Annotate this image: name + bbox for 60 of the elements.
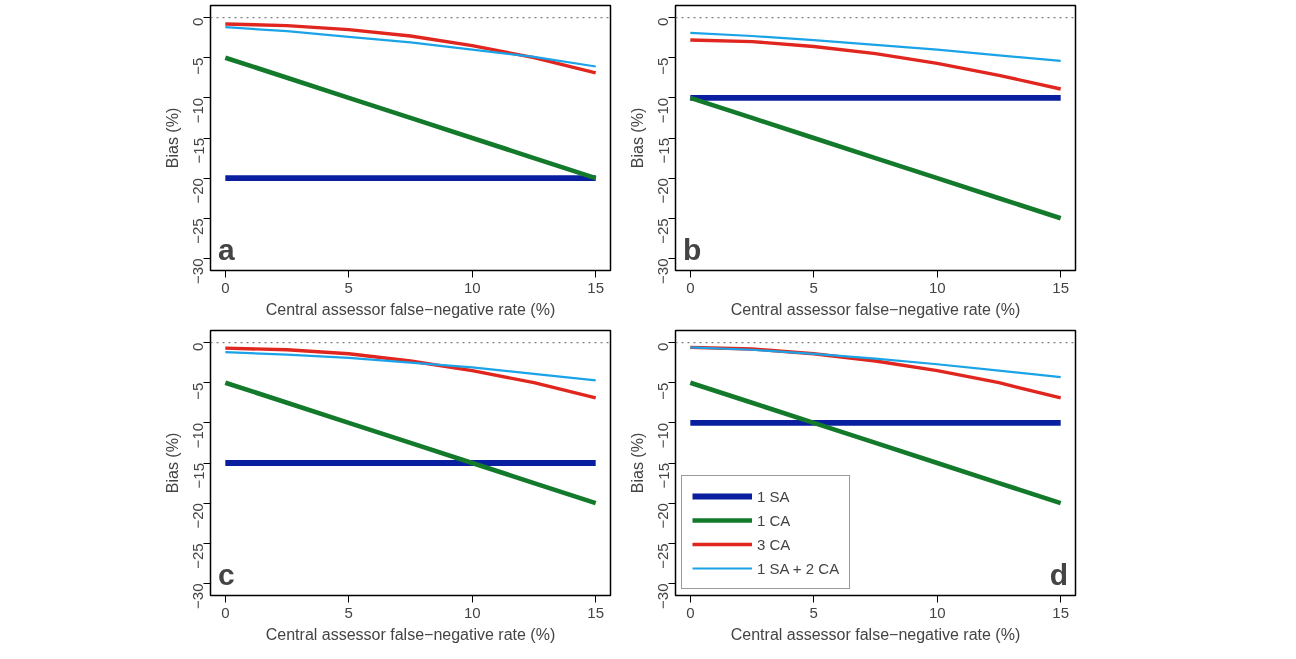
y-tick-label: −10 <box>189 97 207 124</box>
y-axis-title: Bias (%) <box>163 107 181 169</box>
x-tick-label: 5 <box>344 278 353 296</box>
y-tick-label: −25 <box>654 218 672 244</box>
y-tick-label: −10 <box>189 422 207 449</box>
annotation: b <box>682 232 702 266</box>
y-tick-label: −30 <box>189 258 207 284</box>
x-axis-title: Central assessor false−negative rate (%) <box>730 300 1021 318</box>
y-tick-label: −15 <box>654 137 672 164</box>
x-tick-label: 5 <box>344 603 353 621</box>
x-tick-label: 10 <box>463 278 481 296</box>
annotation: a <box>217 232 235 266</box>
x-axis-title: Central assessor false−negative rate (%) <box>730 625 1021 643</box>
x-tick-label: 15 <box>587 603 605 621</box>
x-tick-label: 0 <box>686 278 695 296</box>
y-tick-label: −10 <box>654 97 672 124</box>
y-tick-label: 0 <box>189 342 207 351</box>
annotation: d <box>1049 557 1069 591</box>
y-tick-label: −30 <box>654 258 672 284</box>
legend-label: 1 SA <box>757 487 790 505</box>
y-tick-label: −25 <box>189 218 207 244</box>
y-tick-label: −20 <box>654 178 672 204</box>
y-axis-title: Bias (%) <box>163 432 181 494</box>
y-tick-label: 0 <box>654 342 672 351</box>
y-tick-label: −30 <box>189 583 207 609</box>
x-axis-title: Central assessor false−negative rate (%) <box>265 300 556 318</box>
y-tick-label: −5 <box>654 382 672 400</box>
legend-label: 3 CA <box>757 535 791 553</box>
y-tick-label: −25 <box>189 543 207 569</box>
y-tick-label: −15 <box>654 462 672 489</box>
y-tick-label: 0 <box>189 17 207 26</box>
x-tick-label: 15 <box>1052 603 1070 621</box>
y-tick-label: −30 <box>654 583 672 609</box>
x-tick-label: 5 <box>809 278 818 296</box>
y-tick-label: −5 <box>189 57 207 75</box>
y-tick-label: −20 <box>189 178 207 204</box>
y-tick-label: −15 <box>189 137 207 164</box>
x-tick-label: 15 <box>1052 278 1070 296</box>
y-tick-label: 0 <box>654 17 672 26</box>
y-tick-label: −20 <box>654 503 672 529</box>
y-axis-title: Bias (%) <box>628 107 646 169</box>
legend-label: 1 SA + 2 CA <box>757 559 840 577</box>
y-tick-label: −25 <box>654 543 672 569</box>
x-tick-label: 0 <box>686 603 695 621</box>
y-tick-label: −5 <box>654 57 672 75</box>
y-tick-label: −10 <box>654 422 672 449</box>
y-tick-label: −15 <box>189 462 207 489</box>
x-tick-label: 5 <box>809 603 818 621</box>
x-tick-label: 10 <box>928 278 946 296</box>
y-tick-label: −20 <box>189 503 207 529</box>
x-tick-label: 10 <box>928 603 946 621</box>
x-tick-label: 0 <box>221 278 230 296</box>
y-tick-label: −5 <box>189 382 207 400</box>
x-axis-title: Central assessor false−negative rate (%) <box>265 625 556 643</box>
x-tick-label: 15 <box>587 278 605 296</box>
annotation: c <box>217 557 235 591</box>
legend-label: 1 CA <box>757 511 791 529</box>
x-tick-label: 10 <box>463 603 481 621</box>
y-axis-title: Bias (%) <box>628 432 646 494</box>
x-tick-label: 0 <box>221 603 230 621</box>
